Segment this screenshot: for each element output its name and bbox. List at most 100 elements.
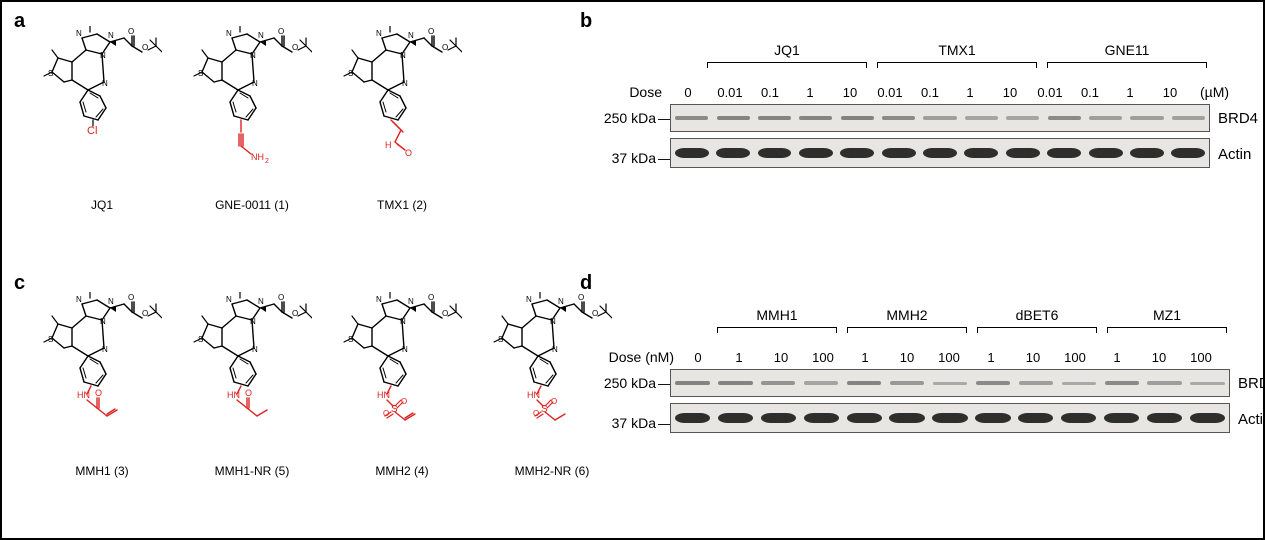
blot-band	[933, 382, 967, 385]
mw-label: 37 kDa	[600, 150, 656, 166]
structure-mmh2: NNNNSOOHNSOO MMH2 (4)	[342, 292, 462, 478]
target-label: Actin	[1218, 146, 1251, 163]
blot-band	[1171, 148, 1205, 158]
blot-lane	[1085, 148, 1126, 158]
blot-band	[758, 148, 792, 158]
blot-band	[804, 381, 838, 384]
dose-value: 1	[844, 350, 886, 365]
condition-bracket	[847, 327, 967, 328]
blot-lane	[919, 116, 960, 119]
svg-text:N: N	[76, 295, 82, 304]
svg-text:N: N	[252, 345, 258, 354]
structure-mmh1nr: NNNNSOOHNO MMH1-NR (5)	[192, 292, 312, 478]
dose-value: 10	[1150, 85, 1190, 100]
blot-lane	[1143, 381, 1186, 384]
svg-text:N: N	[226, 29, 232, 38]
svg-text:N: N	[402, 79, 408, 88]
dose-value: 0.1	[750, 85, 790, 100]
structure-label: TMX1 (2)	[377, 198, 427, 212]
dose-value: 10	[990, 85, 1030, 100]
svg-text:N: N	[102, 345, 108, 354]
dose-value: 10	[830, 85, 870, 100]
svg-text:Cl: Cl	[87, 125, 97, 137]
svg-text:O: O	[405, 148, 412, 158]
blot-header: JQ1 TMX1 GNE11	[602, 42, 1242, 84]
svg-text:N: N	[258, 31, 264, 40]
blot-actin	[670, 403, 1230, 433]
blot-band	[1130, 116, 1163, 119]
blot-band	[1006, 116, 1039, 119]
blot-band	[761, 413, 796, 423]
blot-lane	[671, 116, 712, 120]
svg-text:N: N	[408, 31, 414, 40]
structure-tmx1: NNNNSOOOH TMX1 (2)	[342, 26, 462, 212]
blot-band	[840, 148, 874, 158]
blot-band	[718, 413, 753, 423]
blot-band	[1147, 381, 1181, 384]
blot-lane	[878, 116, 919, 120]
blot-band	[932, 413, 967, 423]
dose-value: 0.01	[870, 85, 910, 100]
blot-lane	[1057, 382, 1100, 385]
dose-value: 10	[1012, 350, 1054, 365]
dose-value: 0.01	[710, 85, 750, 100]
blot-lane	[1014, 381, 1057, 384]
panel-label-b: b	[580, 10, 592, 33]
blot-lane	[671, 381, 714, 385]
structure-label: JQ1	[91, 198, 113, 212]
blot-lane	[1044, 148, 1085, 158]
blot-lane	[1002, 148, 1043, 158]
svg-text:N: N	[376, 295, 382, 304]
dose-label: Dose	[602, 84, 662, 100]
condition-label: JQ1	[727, 42, 847, 58]
blot-lane	[837, 148, 878, 158]
structure-label: MMH1-NR (5)	[215, 464, 290, 478]
blot-band	[1019, 381, 1053, 384]
blot-lane	[961, 116, 1002, 119]
structure-jq1: NNNNSOOCl JQ1	[42, 26, 162, 212]
structure-label: MMH2-NR (6)	[515, 464, 590, 478]
dose-row: Dose (nM) 0 1 10 100 1 10 100 1 10 100 1…	[602, 349, 1222, 365]
condition-label: MMH1	[727, 307, 827, 323]
svg-text:O: O	[442, 43, 448, 52]
blot-band	[882, 116, 915, 120]
svg-text:O: O	[142, 309, 148, 318]
blot-band	[1172, 116, 1205, 119]
blot-band	[847, 413, 882, 423]
condition-label: TMX1	[897, 42, 1017, 58]
dose-value: 100	[1180, 350, 1222, 365]
molecule-icon: NNNNSOONH2	[192, 26, 312, 194]
mw-label: 37 kDa	[600, 415, 656, 431]
svg-text:O: O	[128, 27, 134, 36]
dose-value: 1	[718, 350, 760, 365]
blot-band	[847, 381, 881, 385]
svg-text:O: O	[551, 397, 557, 406]
condition-label: dBET6	[987, 307, 1087, 323]
blot-band	[1147, 413, 1182, 423]
blot-lane	[1057, 413, 1100, 423]
structure-label: GNE-0011 (1)	[215, 198, 289, 212]
blot-lane	[712, 148, 753, 158]
blot-band	[1130, 148, 1164, 158]
blot-band	[758, 116, 791, 120]
svg-text:N: N	[526, 295, 532, 304]
blot-lane	[971, 413, 1014, 423]
svg-text:O: O	[142, 43, 148, 52]
dose-value: 100	[928, 350, 970, 365]
svg-text:O: O	[278, 27, 284, 36]
svg-text:O: O	[428, 27, 434, 36]
structure-mmh2nr: NNNNSOOHNSOO MMH2-NR (6)	[492, 292, 612, 478]
blot-lane	[1126, 116, 1167, 119]
structure-gne0011: NNNNSOONH2 GNE-0011 (1)	[192, 26, 312, 212]
svg-text:N: N	[558, 297, 564, 306]
blot-lane	[712, 116, 753, 120]
blot-lane	[1100, 381, 1143, 385]
target-label: Actin	[1238, 411, 1265, 428]
blot-band	[675, 381, 709, 385]
svg-text:O: O	[95, 388, 102, 398]
blot-lane	[929, 413, 972, 423]
blot-band	[1061, 413, 1096, 423]
blot-band	[1104, 413, 1139, 423]
panel-label-a: a	[14, 10, 25, 33]
mw-label: 250 kDa	[600, 375, 656, 391]
